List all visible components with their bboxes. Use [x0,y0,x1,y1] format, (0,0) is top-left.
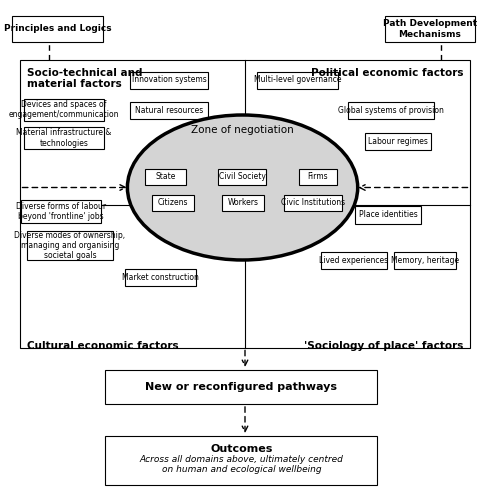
FancyBboxPatch shape [130,102,208,119]
FancyBboxPatch shape [20,60,470,348]
FancyBboxPatch shape [24,127,104,149]
FancyBboxPatch shape [222,194,264,211]
Text: Zone of negotiation: Zone of negotiation [191,125,294,135]
FancyBboxPatch shape [385,16,475,42]
Text: Path Development
Mechanisms: Path Development Mechanisms [383,20,477,38]
Text: Natural resources: Natural resources [135,106,203,115]
Text: Diverse forms of labour
beyond 'frontline' jobs: Diverse forms of labour beyond 'frontlin… [16,202,106,221]
Text: Devices and spaces of
engagement/communication: Devices and spaces of engagement/communi… [9,100,119,119]
Text: Memory, heritage: Memory, heritage [391,256,459,265]
Text: Cultural economic factors: Cultural economic factors [27,341,178,351]
FancyBboxPatch shape [152,194,194,211]
FancyBboxPatch shape [125,269,196,286]
FancyBboxPatch shape [105,436,377,485]
Text: Multi-level governance: Multi-level governance [254,76,342,84]
FancyBboxPatch shape [145,168,186,185]
FancyBboxPatch shape [21,200,101,222]
Text: Place identities: Place identities [359,210,417,220]
FancyBboxPatch shape [355,206,421,224]
FancyBboxPatch shape [257,72,338,88]
FancyBboxPatch shape [348,102,434,119]
Text: Outcomes: Outcomes [210,444,272,454]
Text: Lived experiences: Lived experiences [319,256,389,265]
Text: Diverse modes of ownership,
managing and organising
societal goals: Diverse modes of ownership, managing and… [14,230,125,260]
FancyBboxPatch shape [394,252,456,269]
Text: 'Sociology of place' factors: 'Sociology of place' factors [304,341,463,351]
FancyBboxPatch shape [24,98,104,120]
Text: Principles and Logics: Principles and Logics [4,24,111,34]
Text: Socio-technical and
material factors: Socio-technical and material factors [27,68,143,89]
FancyBboxPatch shape [284,194,342,211]
Text: Innovation systems: Innovation systems [132,76,206,84]
Text: Firms: Firms [308,172,328,181]
FancyBboxPatch shape [299,168,337,185]
Text: New or reconfigured pathways: New or reconfigured pathways [146,382,337,392]
Text: Material infrastructure &
technologies: Material infrastructure & technologies [16,128,112,148]
Text: Workers: Workers [227,198,258,207]
FancyBboxPatch shape [27,231,113,260]
Text: State: State [155,172,175,181]
Text: Across all domains above, ultimately centred
on human and ecological wellbeing: Across all domains above, ultimately cen… [139,455,343,474]
FancyBboxPatch shape [130,72,208,88]
Text: Market construction: Market construction [122,273,199,282]
Text: Global systems of provision: Global systems of provision [338,106,444,115]
FancyBboxPatch shape [365,133,431,150]
Ellipse shape [127,115,358,260]
Text: Civil Society: Civil Society [219,172,266,181]
Text: Labour regimes: Labour regimes [368,137,428,146]
Text: Civic Institutions: Civic Institutions [281,198,345,207]
FancyBboxPatch shape [105,370,377,404]
FancyBboxPatch shape [218,168,266,185]
FancyBboxPatch shape [12,16,103,42]
Text: Citizens: Citizens [157,198,188,207]
FancyBboxPatch shape [321,252,387,269]
Text: Political economic factors: Political economic factors [311,68,463,78]
